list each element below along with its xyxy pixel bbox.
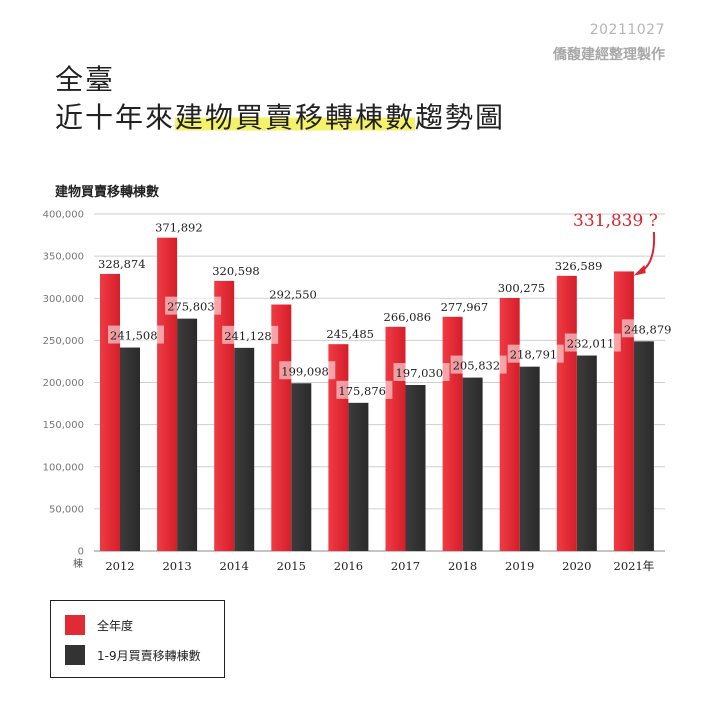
data-label-bg	[108, 325, 164, 344]
data-label-bg	[222, 325, 279, 344]
bar-jan-sep	[405, 385, 426, 551]
data-label-full-year: 277,967	[441, 300, 489, 314]
data-label-jan-sep: 218,791	[510, 348, 558, 362]
data-label-bg	[336, 380, 393, 399]
data-label-jan-sep: 248,879	[624, 322, 672, 336]
source-credit: 僑馥建經整理製作	[553, 47, 665, 63]
title-prefix: 近十年來	[55, 101, 176, 134]
legend-item-jan-sep: 1-9月買賣移轉棟數	[65, 645, 201, 665]
x-tick-label: 2014	[220, 559, 249, 573]
x-tick-label: 2015	[277, 559, 306, 573]
bar-full-year	[442, 316, 463, 551]
bar-jan-sep	[462, 377, 483, 551]
date-stamp: 20211027	[589, 22, 665, 38]
data-label-bg	[279, 361, 336, 380]
bar-full-year	[214, 280, 235, 551]
bar-jan-sep	[234, 347, 255, 551]
legend-label-jan-sep: 1-9月買賣移轉棟數	[97, 648, 201, 663]
data-label-bg	[507, 344, 564, 363]
data-label-jan-sep: 232,011	[567, 337, 615, 351]
data-label-full-year: 371,892	[155, 221, 203, 235]
x-tick-label: 2020	[562, 559, 591, 573]
annotation-label: 331,839 ?	[573, 211, 658, 231]
legend: 全年度 1-9月買賣移轉棟數	[50, 600, 225, 678]
data-label-full-year: 320,598	[212, 264, 260, 278]
bar-jan-sep	[348, 402, 369, 551]
data-label-full-year: 266,086	[384, 310, 432, 324]
x-tick-label: 2016	[334, 559, 363, 573]
data-label-full-year: 326,589	[555, 259, 603, 273]
x-tick-label: 2013	[162, 559, 191, 573]
y-tick-label: 300,000	[43, 294, 84, 305]
data-labels: 328,874 241,508 371,892 275,803 320,598 241,1…	[98, 221, 678, 399]
bar-jan-sep	[633, 341, 654, 551]
x-tick-label: 2019	[505, 559, 534, 573]
y-tick-label: 150,000	[43, 420, 84, 431]
y-axis-ticks: 0 50,000 100,000 150,000 200,000 250,000 300,0…	[43, 210, 84, 558]
data-label-bg	[393, 363, 450, 382]
data-label-jan-sep: 241,128	[224, 329, 272, 343]
title-highlight: 建物買賣移轉棟數	[175, 101, 416, 134]
y-tick-label: 50,000	[49, 504, 84, 515]
bar-full-year	[556, 275, 577, 551]
data-label-full-year: 328,874	[98, 257, 146, 271]
x-tick-label: 2012	[105, 559, 134, 573]
y-tick-label: 250,000	[43, 336, 84, 347]
data-label-full-year: 245,485	[326, 327, 374, 341]
data-label-jan-sep: 197,030	[396, 366, 444, 380]
data-label-bg	[564, 333, 621, 352]
legend-swatch-jan-sep	[65, 645, 85, 665]
bar-full-year	[613, 271, 634, 551]
data-label-bg	[450, 355, 507, 374]
legend-swatch-full-year	[65, 615, 85, 635]
data-label-full-year: 292,550	[269, 288, 317, 302]
bar-full-year	[499, 298, 520, 551]
chart-title: 建物買賣移轉棟數	[55, 185, 160, 200]
data-label-jan-sep: 199,098	[281, 364, 329, 378]
annotation-arrow-line	[637, 231, 656, 275]
data-label-jan-sep: 175,876	[338, 384, 386, 398]
x-tick-label: 2017	[391, 559, 420, 573]
title-line-2: 近十年來建物買賣移轉棟數趨勢圖	[55, 96, 505, 136]
legend-item-full-year: 全年度	[65, 615, 133, 635]
bar-jan-sep	[177, 318, 198, 551]
data-label-bg	[621, 319, 678, 338]
data-label-bg	[165, 296, 222, 315]
title-suffix: 趨勢圖	[415, 101, 506, 134]
y-tick-label: 400,000	[43, 210, 84, 221]
bar-jan-sep	[291, 383, 312, 551]
bar-full-year	[385, 326, 406, 551]
x-tick-label: 2021年	[614, 559, 655, 573]
title-line-1: 全臺	[55, 63, 116, 96]
annotation: 331,839 ?	[573, 211, 658, 276]
y-axis-unit: 棟	[73, 557, 83, 570]
bar-jan-sep	[519, 366, 540, 551]
x-tick-label: 2018	[448, 559, 477, 573]
y-tick-label: 350,000	[43, 252, 84, 263]
x-axis-ticks: 2012 2013 2014 2015 2016 2017 2018 2019 2020 2021…	[105, 559, 654, 573]
y-tick-label: 100,000	[43, 462, 84, 473]
data-label-jan-sep: 275,803	[167, 300, 215, 314]
y-tick-label: 200,000	[43, 378, 84, 389]
bar-full-year	[157, 237, 178, 552]
y-tick-label: 0	[78, 547, 84, 558]
legend-label-full-year: 全年度	[97, 618, 134, 633]
data-label-jan-sep: 205,832	[453, 359, 501, 373]
data-label-full-year: 300,275	[498, 281, 546, 295]
data-label-jan-sep: 241,508	[110, 329, 158, 343]
bar-jan-sep	[120, 347, 140, 551]
bar-full-year	[100, 273, 120, 551]
annotation-arrow-head	[633, 264, 646, 276]
bar-jan-sep	[576, 355, 597, 551]
